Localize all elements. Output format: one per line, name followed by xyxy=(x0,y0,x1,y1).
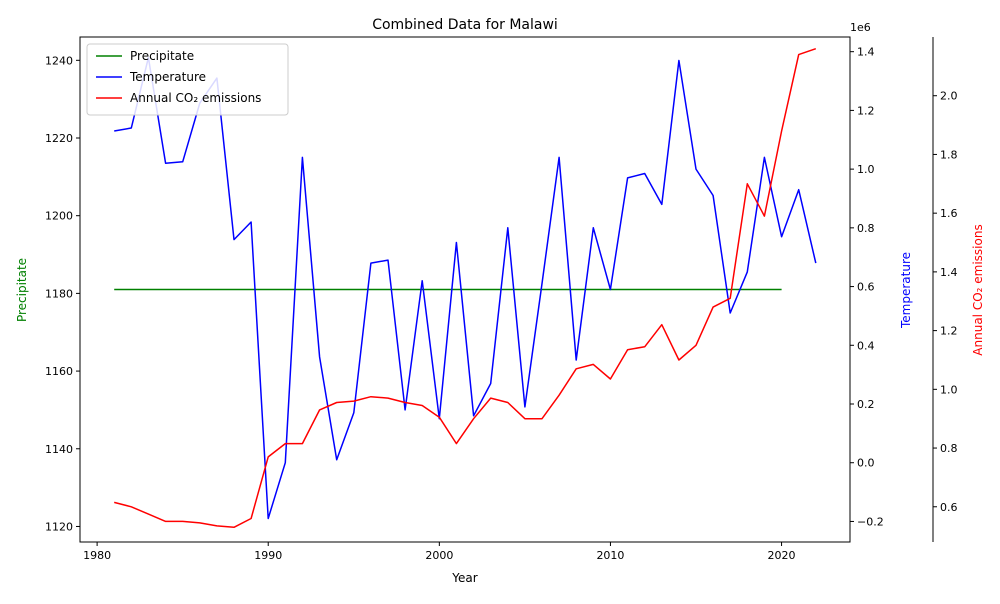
precipitate-tick-label: 1140 xyxy=(45,443,73,456)
temperature-tick-label: 1.0 xyxy=(857,163,875,176)
precipitate-axis-label: Precipitate xyxy=(15,258,29,322)
temperature-axis-offset: 1e6 xyxy=(850,21,871,34)
temperature-tick-label: 0.2 xyxy=(857,398,875,411)
series-line-co2 xyxy=(114,47,817,529)
x-tick-label: 2000 xyxy=(425,549,453,562)
temperature-axis: −0.2 0.0 0.2 0.4 0.6 0.8 1.0 1.2 1.4 xyxy=(850,46,884,528)
co2-tick-label: 0.6 xyxy=(940,501,958,514)
series-line-temp xyxy=(114,56,817,520)
legend-label: Temperature xyxy=(129,70,206,84)
plot-frame xyxy=(79,36,851,543)
temperature-tick-label: 0.8 xyxy=(857,222,875,235)
co2-tick-label: 1.8 xyxy=(940,148,958,161)
co2-tick-label: 1.6 xyxy=(940,207,958,220)
co2-emissions-axis: 0.6 0.8 1.0 1.2 1.4 1.6 1.8 2.0 xyxy=(932,37,958,542)
legend-label: Annual CO₂ emissions xyxy=(130,91,261,105)
temperature-tick-label: 1.4 xyxy=(857,46,875,59)
legend: Precipitate Temperature Annual CO₂ emissio… xyxy=(86,43,289,116)
precipitate-tick-label: 1220 xyxy=(45,132,73,145)
x-axis-label: Year xyxy=(451,571,477,585)
precipitate-tick-label: 1120 xyxy=(45,520,73,533)
x-tick-label: 1990 xyxy=(254,549,282,562)
co2-tick-label: 2.0 xyxy=(940,90,958,103)
x-tick-label: 2020 xyxy=(768,549,796,562)
temperature-tick-label: 0.6 xyxy=(857,281,875,294)
precipitate-tick-label: 1240 xyxy=(45,54,73,67)
x-tick-label: 1980 xyxy=(83,549,111,562)
legend-box xyxy=(86,43,289,116)
legend-label: Precipitate xyxy=(130,49,194,63)
x-tick-label: 2010 xyxy=(596,549,624,562)
temperature-tick-label: −0.2 xyxy=(857,515,884,528)
precipitate-tick-label: 1200 xyxy=(45,210,73,223)
chart-title: Combined Data for Malawi xyxy=(372,17,558,33)
plot-lines xyxy=(114,47,817,529)
co2-tick-label: 1.2 xyxy=(940,325,958,338)
temperature-tick-label: 1.2 xyxy=(857,104,875,117)
co2-tick-label: 1.0 xyxy=(940,383,958,396)
co2-tick-label: 0.8 xyxy=(940,442,958,455)
temperature-tick-label: 0.0 xyxy=(857,457,875,470)
precipitate-tick-label: 1180 xyxy=(45,287,73,300)
precipitate-axis: 1120 1140 1160 1180 1200 1220 1240 xyxy=(45,54,80,533)
temperature-tick-label: 0.4 xyxy=(857,339,875,352)
co2-emissions-axis-label: Annual CO₂ emissions xyxy=(971,224,985,355)
x-axis: 1980 1990 2000 2010 2020 xyxy=(83,542,796,562)
temperature-axis-label: Temperature xyxy=(899,252,913,329)
precipitate-tick-label: 1160 xyxy=(45,365,73,378)
co2-tick-label: 1.4 xyxy=(940,266,958,279)
